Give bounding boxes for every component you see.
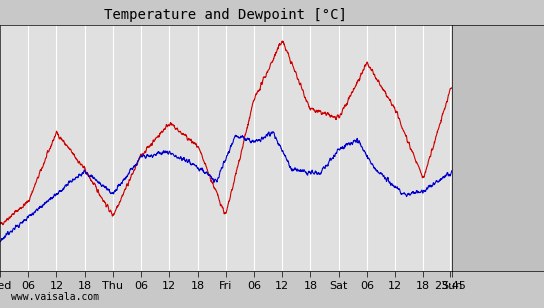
Text: www.vaisala.com: www.vaisala.com [11,292,99,302]
Title: Temperature and Dewpoint [°C]: Temperature and Dewpoint [°C] [104,8,347,22]
